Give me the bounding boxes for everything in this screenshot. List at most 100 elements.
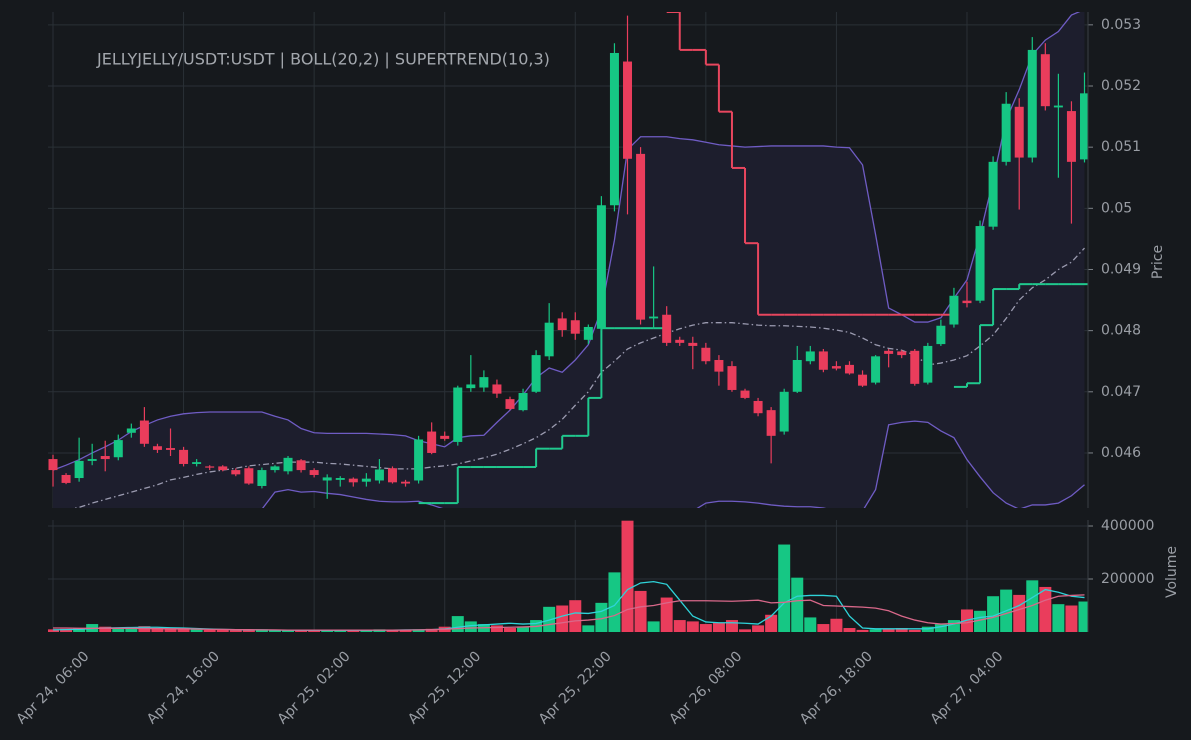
volume-bar [908, 629, 921, 632]
candle-body [48, 459, 58, 471]
volume-bar [582, 625, 595, 632]
volume-bar [125, 627, 138, 632]
y-tick-label: 0.053 [1101, 17, 1141, 33]
candle-body [1027, 49, 1037, 158]
volume-bar [347, 630, 360, 632]
candle-body [570, 320, 580, 334]
candle-body [401, 481, 411, 484]
volume-bar [282, 630, 295, 632]
candle-body [858, 374, 868, 386]
volume-bar [752, 625, 765, 632]
y-tick-label: 0.05 [1101, 200, 1132, 216]
candle-body [649, 316, 659, 319]
candle-body [975, 226, 985, 301]
volume-bar [425, 628, 438, 632]
volume-bar [765, 614, 778, 632]
candle-body [636, 153, 646, 320]
volume-bar [660, 597, 673, 632]
y-tick-label: 0.049 [1101, 261, 1141, 277]
volume-bar [464, 621, 477, 632]
candle-body [596, 205, 606, 329]
candle-layer [48, 15, 1088, 499]
candle-body [662, 314, 672, 343]
bollinger-band-fill [53, 12, 1085, 508]
candle-body [479, 377, 489, 388]
volume-bar [73, 628, 86, 632]
volume-bar [947, 620, 960, 632]
volume-bar [817, 624, 830, 632]
candle-body [740, 390, 750, 398]
candle-body [949, 295, 959, 325]
y-axis-label: Price [1150, 245, 1166, 279]
volume-bar [987, 596, 1000, 632]
volume-bar [112, 627, 125, 632]
volume-bar [242, 629, 255, 632]
candle-body [270, 466, 280, 471]
volume-bar [60, 628, 73, 632]
candle-body [688, 342, 698, 346]
volume-bar [791, 577, 804, 632]
volume-bar [490, 625, 503, 632]
candle-body [205, 466, 215, 468]
volume-bar [569, 600, 582, 632]
volume-bar [190, 629, 203, 632]
candle-body [179, 449, 189, 464]
candle-body [427, 431, 437, 453]
series-line [262, 420, 1085, 508]
candle-body [844, 364, 854, 374]
volume-bar [843, 628, 856, 632]
candle-body [1080, 93, 1088, 160]
volume-bar [634, 590, 647, 632]
candle-body [453, 387, 463, 442]
candle-body [1014, 106, 1024, 158]
volume-bar [830, 618, 843, 632]
candle-body [414, 439, 424, 481]
y-tick-label: 200000 [1101, 571, 1154, 587]
candle-body [283, 457, 293, 472]
series-line [53, 594, 1085, 631]
candle-body [910, 350, 920, 384]
candle-body [244, 468, 254, 484]
y-tick-label: 0.047 [1101, 384, 1141, 400]
volume-bar [856, 629, 869, 632]
candle-body [74, 460, 84, 479]
volume-bar [1039, 586, 1052, 632]
candle-body [309, 470, 319, 475]
y-tick-label: 0.048 [1101, 323, 1141, 339]
volume-bar [1065, 605, 1078, 632]
candle-body [192, 462, 202, 464]
candle-body [884, 350, 894, 354]
volume-bar [164, 628, 177, 632]
candle-body [387, 468, 397, 483]
volume-bar [934, 624, 947, 632]
volume-bar [778, 544, 791, 632]
candle-body [779, 391, 789, 432]
candle-body [544, 322, 554, 357]
volume-bar [725, 620, 738, 632]
candle-body [218, 466, 228, 471]
candle-body [361, 478, 371, 482]
volume-bar [882, 629, 895, 632]
candle-body [113, 440, 123, 458]
candle-body [322, 477, 332, 481]
volume-bar [308, 630, 321, 632]
candle-body [466, 384, 476, 389]
candle-body [714, 359, 724, 372]
candle-body [1066, 111, 1076, 162]
candle-body [753, 400, 763, 414]
y-tick-label: 0.052 [1101, 78, 1141, 94]
volume-bar [739, 629, 752, 632]
candle-body [1001, 103, 1011, 162]
volume-bar [647, 621, 660, 632]
candle-body [126, 428, 136, 433]
candle-body [531, 355, 541, 392]
chart-title: JELLYJELLY/USDT:USDT | BOLL(20,2) | SUPE… [96, 50, 550, 69]
volume-bar [229, 629, 242, 632]
candle-body [166, 448, 176, 450]
candle-body [231, 470, 241, 475]
candle-body [1053, 105, 1063, 108]
volume-bar [673, 620, 686, 632]
volume-bar [295, 630, 308, 632]
